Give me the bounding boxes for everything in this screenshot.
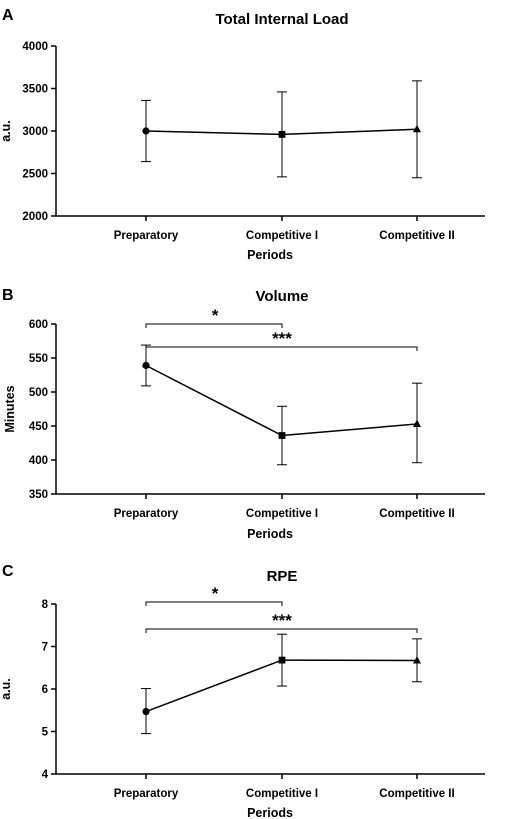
y-tick-label: 400 bbox=[29, 455, 48, 467]
x-tick-label: Preparatory bbox=[114, 788, 179, 800]
data-point bbox=[413, 656, 421, 664]
y-axis-label: a.u. bbox=[0, 120, 13, 142]
x-tick-label: Competitive II bbox=[379, 788, 454, 800]
data-point bbox=[413, 124, 421, 133]
y-tick-label: 2000 bbox=[22, 211, 48, 223]
y-tick-label: 550 bbox=[29, 353, 48, 365]
data-point bbox=[142, 361, 150, 370]
chart-title: RPE bbox=[267, 568, 298, 585]
y-tick-label: 6 bbox=[42, 684, 48, 696]
y-tick-label: 600 bbox=[29, 319, 48, 331]
chart-title: Volume bbox=[255, 288, 308, 305]
x-tick-label: Competitive I bbox=[246, 788, 318, 800]
y-tick-label: 450 bbox=[29, 421, 48, 433]
panel-letter: A bbox=[2, 7, 14, 24]
chart-title: Total Internal Load bbox=[215, 11, 348, 28]
significance-label: *** bbox=[272, 329, 292, 348]
data-point bbox=[142, 707, 150, 716]
y-tick-label: 7 bbox=[42, 642, 48, 654]
y-tick-label: 3500 bbox=[22, 84, 48, 96]
x-axis-label: Periods bbox=[247, 248, 293, 262]
data-point bbox=[413, 419, 421, 427]
y-tick-label: 8 bbox=[42, 599, 49, 611]
y-tick-label: 4 bbox=[42, 769, 49, 781]
y-axis-label: Minutes bbox=[3, 385, 17, 432]
y-tick-label: 350 bbox=[29, 489, 48, 501]
y-tick-label: 3000 bbox=[22, 126, 48, 138]
chart-panel-c: C RPE 4 5 6 7 8 Preparatory Competitive I Competi… bbox=[0, 563, 485, 819]
significance-bracket bbox=[145, 323, 283, 328]
data-point bbox=[142, 127, 150, 135]
significance-label: * bbox=[212, 306, 219, 325]
x-tick-label: Competitive I bbox=[246, 508, 318, 520]
y-tick-label: 4000 bbox=[22, 41, 48, 53]
data-point bbox=[278, 432, 286, 439]
significance-label: * bbox=[212, 584, 219, 603]
x-tick-label: Preparatory bbox=[114, 508, 179, 520]
panel-letter: B bbox=[2, 287, 14, 304]
y-axis-label: a.u. bbox=[0, 678, 13, 700]
chart-panel-b: B Volume 350 400 450 500 550 600 Preparatory Comp… bbox=[2, 287, 485, 541]
data-point bbox=[278, 131, 286, 138]
chart-panel-a: A Total Internal Load 2000 2500 3000 3500 4000… bbox=[0, 7, 485, 262]
significance-bracket bbox=[145, 601, 283, 606]
x-axis-label: Periods bbox=[247, 527, 293, 541]
x-tick-label: Preparatory bbox=[114, 230, 179, 242]
significance-label: *** bbox=[272, 611, 292, 630]
x-tick-label: Competitive II bbox=[379, 230, 454, 242]
panel-letter: C bbox=[2, 563, 14, 580]
y-tick-label: 2500 bbox=[22, 169, 48, 181]
x-tick-label: Competitive II bbox=[379, 508, 454, 520]
y-tick-label: 500 bbox=[29, 387, 48, 399]
y-tick-label: 5 bbox=[42, 727, 49, 739]
significance-bracket bbox=[145, 628, 418, 633]
x-tick-label: Competitive I bbox=[246, 230, 318, 242]
data-point bbox=[278, 656, 286, 664]
x-axis-label: Periods bbox=[247, 806, 293, 819]
